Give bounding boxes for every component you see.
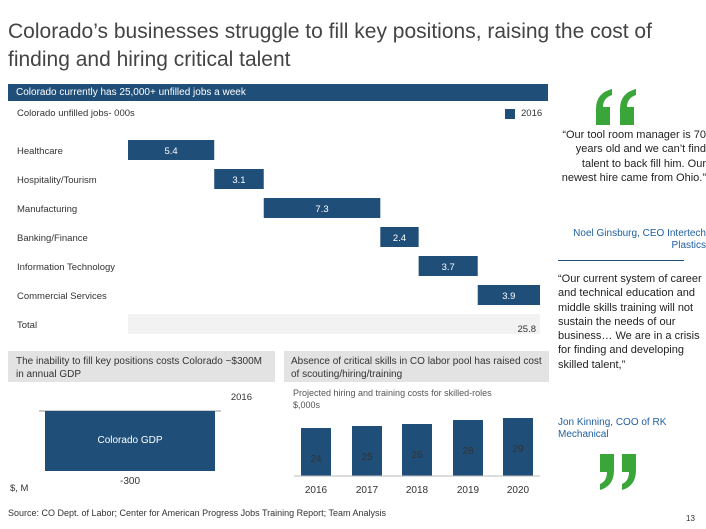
data-label: 3.9 (502, 291, 515, 302)
cost-chart: 24 2016 25 2017 26 2018 28 2019 29 2020 (294, 418, 540, 496)
bar (380, 227, 419, 247)
data-label: 24 (310, 454, 322, 465)
category-label: Hospitality/Tourism (17, 175, 97, 186)
bar (45, 411, 215, 471)
page-title: Colorado’s businesses struggle to fill k… (8, 20, 652, 71)
quote-divider (558, 260, 684, 261)
cost-chart-subtitle: $,000s (293, 400, 321, 410)
cost-panel-header-text: Absence of critical skills in CO labor p… (291, 356, 542, 380)
source-note: Source: CO Dept. of Labor; Center for Am… (8, 508, 387, 518)
bar (214, 169, 264, 189)
bar (477, 285, 540, 305)
total-bar (128, 314, 540, 334)
tick-label: 2017 (356, 485, 379, 496)
data-label: 25.8 (518, 324, 537, 335)
quote-2-text: “Our current system of career and techni… (558, 273, 702, 371)
category-label: Healthcare (17, 146, 63, 157)
category-label: Manufacturing (17, 204, 77, 215)
unit-label: $, M (10, 483, 29, 494)
data-label: 5.4 (165, 146, 178, 157)
category-label: Total (17, 320, 37, 331)
bar (402, 424, 432, 476)
data-label: 29 (512, 444, 524, 455)
category-label: Colorado GDP (97, 435, 162, 446)
category-label: Banking/Finance (17, 233, 88, 244)
legend-swatch (505, 109, 515, 119)
bar (503, 418, 533, 476)
tick-label: 2018 (406, 485, 429, 496)
gdp-panel-header: The inability to fill key positions cost… (8, 351, 275, 382)
data-label: 2.4 (393, 233, 406, 244)
banner: Colorado currently has 25,000+ unfilled … (8, 84, 548, 101)
data-label: -300 (120, 476, 140, 487)
waterfall-chart: Healthcare 5.4 Hospitality/Tourism 3.1 Manuf… (17, 140, 540, 335)
data-label: 25 (361, 452, 373, 463)
page-number: 13 (686, 514, 695, 523)
quote-1-text: “Our tool room manager is 70 years old a… (561, 129, 706, 184)
data-label: 3.7 (442, 262, 455, 273)
quote-1-author: Noel Ginsburg, CEO Intertech Plastics (573, 228, 706, 251)
open-quote-icon (596, 89, 636, 125)
waterfall-title: Colorado unfilled jobs- 000s (17, 108, 135, 119)
legend-label: 2016 (231, 392, 252, 403)
tick-label: 2016 (305, 485, 328, 496)
category-label: Commercial Services (17, 291, 107, 302)
data-label: 28 (462, 446, 474, 457)
bar (301, 428, 331, 476)
category-label: Information Technology (17, 262, 115, 273)
tick-label: 2019 (457, 485, 480, 496)
cost-chart-title: Projected hiring and training costs for … (293, 388, 492, 398)
bar (418, 256, 478, 276)
tick-label: 2020 (507, 485, 530, 496)
data-label: 7.3 (315, 204, 328, 215)
close-quote-icon (600, 454, 636, 490)
bar (128, 140, 215, 160)
data-label: 3.1 (232, 175, 245, 186)
gdp-chart: 2016 Colorado GDP -300 $, M (10, 392, 252, 494)
gdp-panel-header-text: The inability to fill key positions cost… (16, 356, 262, 380)
legend-label: 2016 (521, 108, 543, 119)
cost-panel-header: Absence of critical skills in CO labor p… (284, 351, 549, 382)
quote-2-author: Jon Kinning, COO of RK Mechanical (558, 417, 667, 440)
bar (453, 420, 483, 476)
banner-text: Colorado currently has 25,000+ unfilled … (16, 87, 246, 98)
bar (352, 426, 382, 476)
bar (263, 198, 381, 218)
data-label: 26 (411, 450, 423, 461)
